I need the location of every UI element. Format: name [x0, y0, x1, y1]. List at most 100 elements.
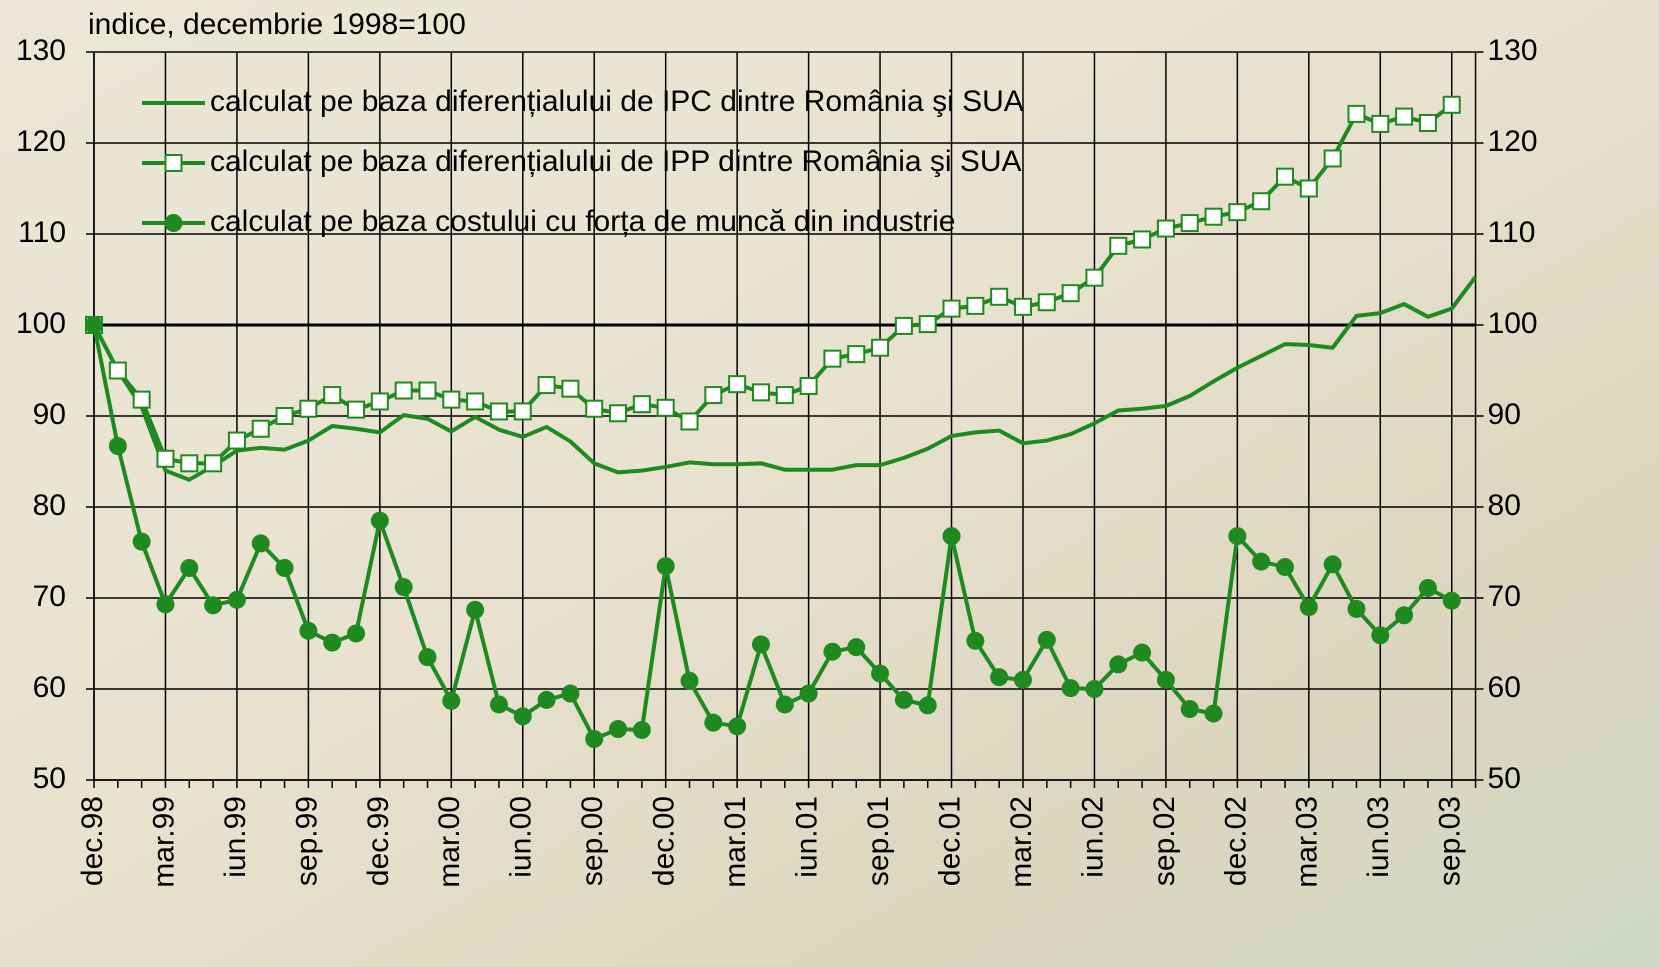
data-point [1181, 700, 1199, 718]
data-point [442, 692, 460, 710]
axis-title: indice, decembrie 1998=100 [88, 8, 466, 41]
y2-tick-label: 60 [1488, 671, 1521, 704]
x-tick-label: mar.00 [433, 796, 466, 888]
data-point [276, 559, 294, 577]
data-point [1325, 150, 1341, 166]
data-point [657, 557, 675, 575]
data-point [943, 527, 961, 545]
data-point [1110, 238, 1126, 254]
data-point [491, 403, 507, 419]
x-tick-label: dec.02 [1219, 796, 1252, 886]
x-tick-label: sep.03 [1434, 796, 1467, 886]
data-point [777, 387, 793, 403]
data-point [1444, 97, 1460, 113]
y2-tick-label: 100 [1488, 307, 1538, 340]
data-point [299, 622, 317, 640]
y-tick-label: 120 [16, 125, 66, 158]
y2-tick-label: 110 [1488, 216, 1536, 249]
data-point [776, 695, 794, 713]
legend-label: calculat pe baza costului cu forța de mu… [210, 205, 955, 238]
data-point [610, 405, 626, 421]
data-point [1039, 294, 1055, 310]
data-point [1347, 600, 1365, 618]
y-tick-label: 130 [16, 34, 66, 67]
data-point [1205, 705, 1223, 723]
data-point [1086, 270, 1102, 286]
x-tick-label: mar.03 [1291, 796, 1324, 888]
x-tick-label: sep.99 [290, 796, 323, 886]
data-point [1206, 209, 1222, 225]
data-point [991, 289, 1007, 305]
y-tick-label: 90 [33, 398, 66, 431]
x-tick-label: iun.01 [791, 796, 824, 878]
data-point [514, 707, 532, 725]
data-point [1420, 115, 1436, 131]
data-point [109, 437, 127, 455]
data-point [728, 717, 746, 735]
x-tick-label: dec.00 [648, 796, 681, 886]
data-point [181, 455, 197, 471]
data-point [538, 691, 556, 709]
data-point [1182, 215, 1198, 231]
data-point [1015, 299, 1031, 315]
data-point [1085, 680, 1103, 698]
data-point [1133, 644, 1151, 662]
data-point [1348, 106, 1364, 122]
data-point [300, 401, 316, 417]
data-point [1062, 679, 1080, 697]
data-point [372, 393, 388, 409]
data-point [419, 383, 435, 399]
y-tick-label: 100 [16, 307, 66, 340]
x-tick-label: iun.03 [1362, 796, 1395, 878]
x-tick-label: dec.01 [933, 796, 966, 886]
data-point [1229, 204, 1245, 220]
legend-label: calculat pe baza diferențialului de IPC … [210, 85, 1024, 118]
data-point [944, 301, 960, 317]
data-point [348, 402, 364, 418]
legend-marker [165, 214, 183, 232]
y-tick-label: 80 [33, 489, 66, 522]
y-tick-label: 110 [18, 216, 66, 249]
data-point [253, 421, 269, 437]
data-point [585, 730, 603, 748]
data-point [443, 392, 459, 408]
data-point [609, 720, 627, 738]
y2-tick-label: 80 [1488, 489, 1521, 522]
data-point [371, 512, 389, 530]
data-point [1419, 579, 1437, 597]
data-point [1157, 671, 1175, 689]
data-point [1276, 558, 1294, 576]
data-point [1301, 181, 1317, 197]
data-point [967, 298, 983, 314]
data-point [490, 695, 508, 713]
data-point [204, 596, 222, 614]
data-point [1396, 109, 1412, 125]
data-point [1228, 527, 1246, 545]
y2-tick-label: 120 [1488, 125, 1538, 158]
data-point [896, 318, 912, 334]
x-tick-label: iun.02 [1076, 796, 1109, 878]
data-point [1252, 553, 1270, 571]
data-point [205, 455, 221, 471]
data-point [562, 381, 578, 397]
data-point [133, 533, 151, 551]
data-point [1324, 555, 1342, 573]
data-point [634, 396, 650, 412]
chart: indice, decembrie 1998=100 5060708090100… [0, 0, 1659, 967]
data-point [1443, 592, 1461, 610]
data-point [396, 383, 412, 399]
data-point [704, 714, 722, 732]
data-point [418, 648, 436, 666]
data-point [1158, 221, 1174, 237]
data-point [823, 643, 841, 661]
data-point [228, 591, 246, 609]
data-point [561, 685, 579, 703]
data-point [871, 665, 889, 683]
data-point [277, 408, 293, 424]
x-tick-label: sep.00 [576, 796, 609, 886]
data-point [586, 401, 602, 417]
data-point [1395, 606, 1413, 624]
data-point [824, 351, 840, 367]
data-point [847, 638, 865, 656]
x-tick-label: sep.02 [1148, 796, 1181, 886]
